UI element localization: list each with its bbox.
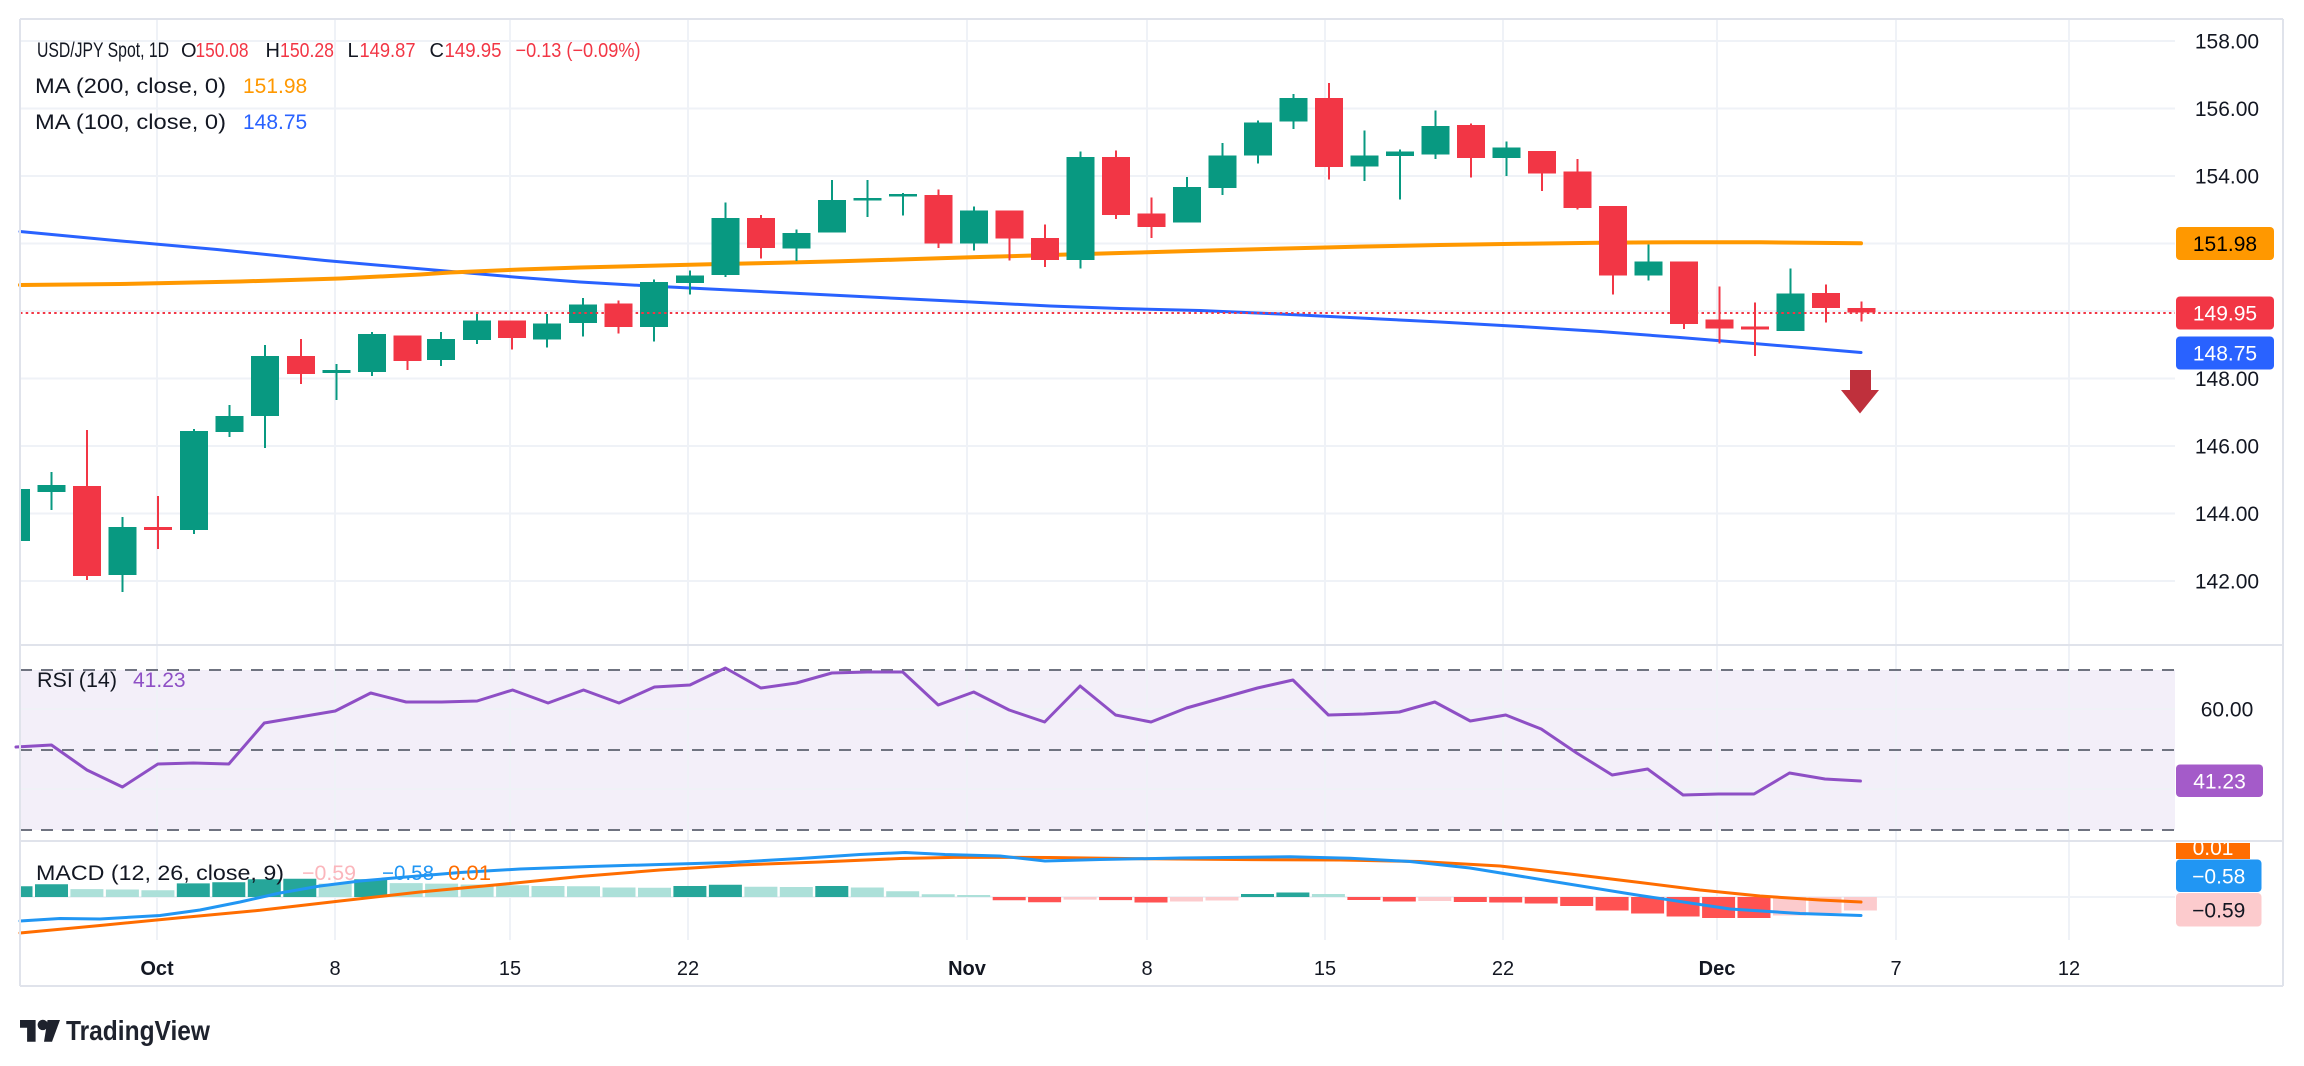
svg-text:7: 7 xyxy=(1890,958,1901,980)
svg-text:146.00: 146.00 xyxy=(2195,436,2259,459)
svg-text:8: 8 xyxy=(329,958,340,980)
svg-text:8: 8 xyxy=(1141,958,1152,980)
svg-text:151.98: 151.98 xyxy=(243,75,307,98)
svg-text:151.98: 151.98 xyxy=(2193,233,2257,256)
svg-text:144.00: 144.00 xyxy=(2195,503,2259,526)
svg-text:H: H xyxy=(266,40,280,62)
svg-text:150.08: 150.08 xyxy=(196,40,249,62)
svg-text:158.00: 158.00 xyxy=(2195,31,2259,54)
svg-text:RSI (14): RSI (14) xyxy=(37,669,117,692)
svg-text:−0.58: −0.58 xyxy=(382,862,434,885)
svg-text:60.00: 60.00 xyxy=(2201,699,2254,722)
svg-text:150.28: 150.28 xyxy=(280,40,334,62)
svg-text:MA (200, close, 0): MA (200, close, 0) xyxy=(35,75,226,98)
svg-text:Nov: Nov xyxy=(948,958,987,980)
svg-text:149.87: 149.87 xyxy=(360,40,416,62)
svg-text:149.95: 149.95 xyxy=(2193,303,2257,326)
svg-text:0.01: 0.01 xyxy=(2193,837,2234,860)
svg-text:O: O xyxy=(181,40,197,62)
svg-text:−0.59: −0.59 xyxy=(2192,899,2245,922)
svg-text:−0.58: −0.58 xyxy=(2192,865,2245,888)
svg-text:0.01: 0.01 xyxy=(448,862,491,885)
svg-text:148.75: 148.75 xyxy=(243,111,307,134)
svg-text:41.23: 41.23 xyxy=(2193,770,2246,793)
svg-text:149.95: 149.95 xyxy=(445,40,502,62)
svg-text:22: 22 xyxy=(677,958,699,980)
svg-text:−0.13 (−0.09%): −0.13 (−0.09%) xyxy=(516,40,641,62)
svg-text:148.75: 148.75 xyxy=(2193,343,2257,366)
svg-text:TradingView: TradingView xyxy=(66,1015,211,1046)
svg-text:Oct: Oct xyxy=(140,958,174,980)
svg-text:15: 15 xyxy=(1314,958,1336,980)
svg-text:C: C xyxy=(430,40,444,62)
svg-text:12: 12 xyxy=(2058,958,2080,980)
svg-text:USD/JPY Spot, 1D: USD/JPY Spot, 1D xyxy=(37,39,169,62)
svg-text:142.00: 142.00 xyxy=(2195,571,2259,594)
svg-text:154.00: 154.00 xyxy=(2195,166,2259,189)
svg-text:−0.59: −0.59 xyxy=(302,862,356,885)
svg-text:156.00: 156.00 xyxy=(2195,98,2259,121)
svg-text:MACD (12, 26, close, 9): MACD (12, 26, close, 9) xyxy=(36,862,284,885)
svg-text:L: L xyxy=(348,40,359,62)
svg-text:Dec: Dec xyxy=(1699,958,1736,980)
svg-text:41.23: 41.23 xyxy=(133,669,186,692)
svg-text:MA (100, close, 0): MA (100, close, 0) xyxy=(35,111,226,134)
svg-text:15: 15 xyxy=(499,958,521,980)
svg-text:148.00: 148.00 xyxy=(2195,368,2259,391)
svg-text:22: 22 xyxy=(1492,958,1514,980)
